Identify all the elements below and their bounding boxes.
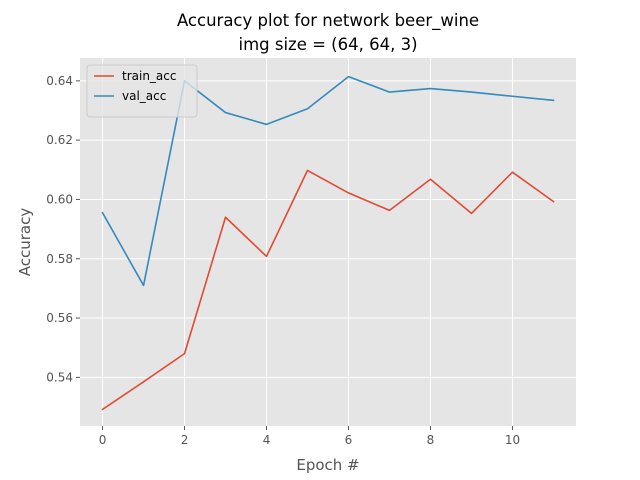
y-tick-label: 0.58 — [46, 252, 73, 266]
x-tick-label: 10 — [505, 433, 520, 447]
y-tick-label: 0.64 — [46, 74, 73, 88]
tick-labels: 0 2 4 6 8 10 0.54 0.56 0.58 0.60 0.62 0.64 — [46, 74, 520, 447]
x-tick-label: 4 — [263, 433, 271, 447]
grid — [80, 58, 576, 426]
y-tick-label: 0.62 — [46, 133, 73, 147]
x-axis-label: Epoch # — [296, 456, 359, 474]
legend-label: train_acc — [122, 69, 176, 83]
x-tick-label: 6 — [345, 433, 353, 447]
legend-box — [86, 64, 198, 118]
chart-title: Accuracy plot for network beer_wine — [177, 11, 479, 31]
legend-label: val_acc — [122, 89, 166, 103]
y-tick-label: 0.60 — [46, 192, 73, 206]
chart-subtitle: img size = (64, 64, 3) — [238, 35, 417, 54]
plot-area — [80, 58, 576, 426]
y-axis-label: Accuracy — [16, 208, 34, 277]
y-tick-label: 0.54 — [46, 370, 73, 384]
x-tick-label: 2 — [181, 433, 189, 447]
y-tick-label: 0.56 — [46, 311, 73, 325]
x-tick-label: 8 — [427, 433, 435, 447]
legend: train_acc val_acc — [86, 64, 198, 118]
series-line-train-acc — [101, 169, 555, 411]
x-tick-label: 0 — [99, 433, 107, 447]
